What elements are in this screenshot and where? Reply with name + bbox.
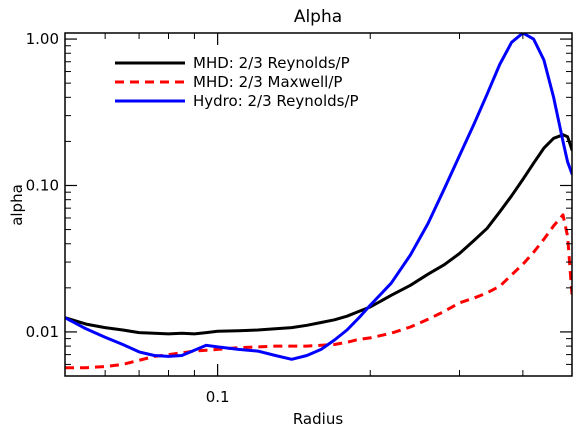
plot-frame [64, 32, 573, 377]
series-line-3 [65, 33, 572, 361]
series-line-1 [65, 133, 572, 336]
legend-label-1: MHD: 2/3 Reynolds/P [193, 54, 350, 72]
y-tick-label-1: 0.01 [26, 323, 59, 341]
y-tick-label-3: 1.00 [26, 30, 59, 48]
legend-label-3: Hydro: 2/3 Reynolds/P [193, 92, 359, 110]
legend-label-2: MHD: 2/3 Maxwell/P [193, 73, 342, 91]
ticks-layer: 0.01 0.10 1.00 0.1 [26, 30, 573, 406]
chart-title: Alpha [294, 7, 342, 27]
series-layer [65, 33, 572, 370]
y-axis-label: alpha [8, 184, 26, 226]
x-axis-label: Radius [293, 410, 343, 428]
x-tick-label-1: 0.1 [206, 388, 230, 406]
series-line-2 [65, 213, 572, 370]
y-tick-label-2: 0.10 [26, 176, 59, 194]
